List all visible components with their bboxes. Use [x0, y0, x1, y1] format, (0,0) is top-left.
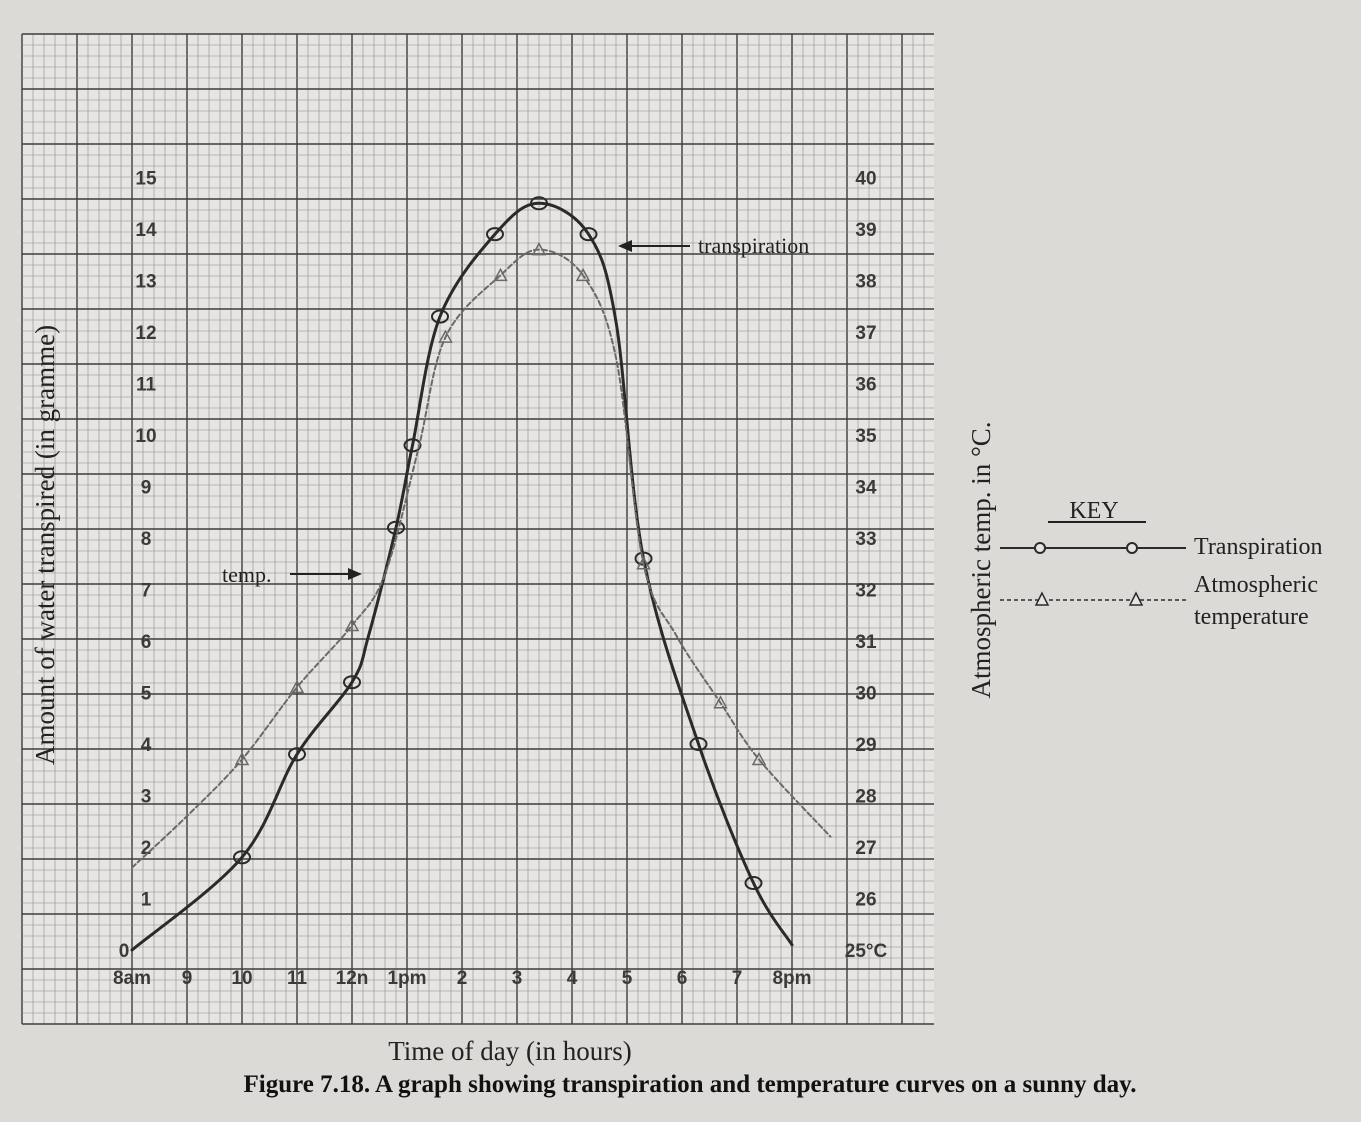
y-tick-label: 13 — [135, 272, 156, 293]
transpiration-pointer-arrow — [618, 240, 632, 252]
temperature-point — [751, 751, 767, 766]
legend-temperature-marker — [1128, 591, 1144, 606]
y-right-tick-label: 30 — [855, 684, 876, 705]
legend-transpiration-marker — [1126, 542, 1138, 554]
y-tick-label: 1 — [141, 890, 152, 911]
y-right-tick-label: 39 — [855, 220, 876, 241]
y-axis-label-left: Amount of water transpired (in gramme) — [30, 325, 60, 765]
x-tick-label: 11 — [287, 968, 308, 989]
transpiration-point — [486, 227, 504, 242]
y-tick-label: 15 — [135, 169, 157, 190]
x-axis-label: Time of day (in hours) — [388, 1036, 632, 1066]
transpiration-point — [288, 747, 306, 762]
transpiration-series-line — [130, 201, 794, 952]
transpiration-point — [343, 675, 361, 690]
y-right-tick-label: 31 — [855, 632, 877, 653]
x-tick-label: 5 — [622, 968, 633, 989]
temperature-point — [531, 242, 547, 256]
x-tick-label: 6 — [677, 968, 688, 989]
x-tick-label: 4 — [567, 968, 578, 989]
legend-temperature-marker — [1034, 591, 1050, 606]
y-tick-label: 9 — [141, 478, 152, 499]
legend-transpiration-label: Transpiration — [1194, 534, 1322, 560]
x-tick-label: 1pm — [387, 968, 426, 989]
y-right-tick-label: 25°C — [845, 941, 888, 962]
transpiration-point — [530, 196, 548, 211]
temperature-point — [438, 329, 453, 343]
x-tick-label: 3 — [512, 968, 523, 989]
temperature-point — [234, 751, 250, 766]
x-tick-label: 9 — [182, 968, 193, 989]
transpiration-point — [689, 737, 708, 751]
x-axis-ticks: 8am 9 10 11 12n 1pm 2 3 4 5 6 7 8pm — [113, 968, 812, 989]
x-tick-label: 12n — [336, 968, 369, 989]
temperature-point — [636, 556, 651, 570]
series-layer — [130, 196, 832, 952]
y-right-tick-label: 36 — [855, 375, 876, 396]
legend-temperature-label-line2: temperature — [1194, 604, 1309, 630]
y-tick-label: 12 — [135, 323, 156, 344]
y-right-tick-label: 35 — [855, 426, 877, 447]
transpiration-point — [744, 876, 763, 891]
legend-temperature-label-line1: Atmospheric — [1194, 572, 1318, 598]
x-tick-label: 7 — [732, 968, 743, 989]
y-right-tick-label: 38 — [855, 272, 876, 293]
y-right-tick-label: 34 — [855, 478, 877, 499]
grid — [21, 33, 934, 1025]
annotation-temp: temp. — [222, 562, 272, 587]
y-right-tick-label: 33 — [855, 529, 876, 550]
temperature-point — [289, 679, 305, 694]
transpiration-point — [233, 850, 251, 865]
annotation-transpiration: transpiration — [698, 233, 809, 258]
temperature-point — [344, 617, 360, 632]
transpiration-point — [431, 309, 449, 324]
legend-title: KEY — [1069, 498, 1118, 524]
temperature-point — [575, 267, 591, 282]
legend: KEY Transpiration Atmospheric temperatur… — [1000, 498, 1322, 630]
x-tick-label: 8pm — [772, 968, 811, 989]
y-tick-label: 5 — [141, 684, 152, 705]
x-tick-label: 2 — [457, 968, 468, 989]
y-tick-label: 3 — [141, 787, 152, 808]
temp-pointer-arrow — [348, 568, 362, 580]
y-tick-label: 8 — [141, 529, 152, 550]
y-tick-label: 7 — [141, 581, 152, 602]
temperature-series-line — [131, 248, 832, 869]
transpiration-point — [403, 438, 422, 453]
y-right-tick-label: 29 — [855, 735, 876, 756]
y-right-tick-label: 27 — [855, 838, 876, 859]
y-right-tick-label: 28 — [855, 787, 876, 808]
transpiration-point — [579, 227, 598, 242]
x-tick-label: 10 — [231, 968, 252, 989]
y-axis-label-right: Atmospheric temp. in °C. — [966, 421, 996, 698]
transpiration-point — [387, 520, 405, 535]
y-tick-label: 10 — [135, 426, 156, 447]
temperature-point — [713, 695, 728, 709]
y-tick-label: 4 — [141, 735, 152, 756]
legend-transpiration-marker — [1034, 542, 1046, 554]
temperature-point — [493, 267, 508, 282]
y-tick-label: 6 — [141, 632, 152, 653]
y-right-tick-label: 26 — [855, 890, 876, 911]
right-axis-ticks: 25°C 26 27 28 29 30 31 32 33 34 35 36 37 38 39 40 — [845, 169, 888, 963]
y-tick-label: 2 — [141, 838, 152, 859]
y-tick-label: 11 — [136, 375, 157, 396]
y-tick-label: 14 — [135, 220, 157, 241]
figure-caption: Figure 7.18. A graph showing transpirati… — [244, 1071, 1137, 1098]
y-right-tick-label: 40 — [855, 169, 876, 190]
y-right-tick-label: 32 — [855, 581, 876, 602]
x-tick-label: 8am — [113, 968, 151, 989]
y-origin-label: 0 — [119, 941, 130, 962]
y-right-tick-label: 37 — [855, 323, 876, 344]
